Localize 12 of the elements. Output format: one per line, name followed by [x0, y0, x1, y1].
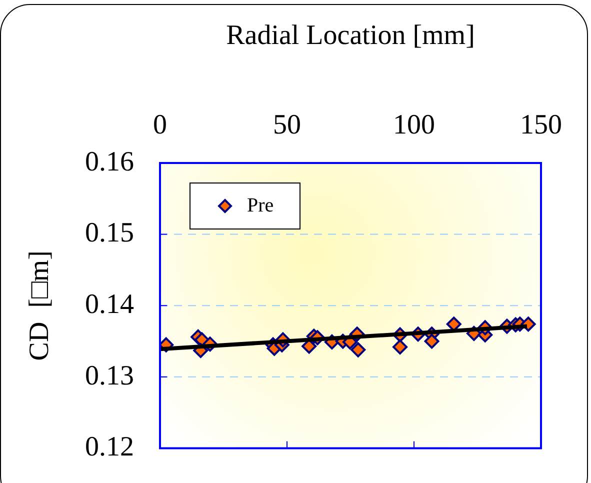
- x-tick-label: 150: [520, 110, 562, 141]
- x-tick-label: 50: [273, 110, 301, 141]
- x-tick-label: 0: [153, 110, 167, 141]
- y-tick-label: 0.15: [85, 218, 134, 249]
- y-tick-label: 0.12: [85, 432, 134, 463]
- y-tick-label: 0.13: [85, 360, 134, 392]
- y-tick-label: 0.14: [85, 288, 134, 320]
- y-axis-title: CD [□m]: [24, 250, 56, 361]
- legend-label: Pre: [247, 194, 274, 216]
- x-axis-title: Radial Location [mm]: [226, 20, 475, 52]
- x-tick-label: 100: [393, 110, 435, 141]
- y-tick-label: 0.16: [85, 146, 134, 178]
